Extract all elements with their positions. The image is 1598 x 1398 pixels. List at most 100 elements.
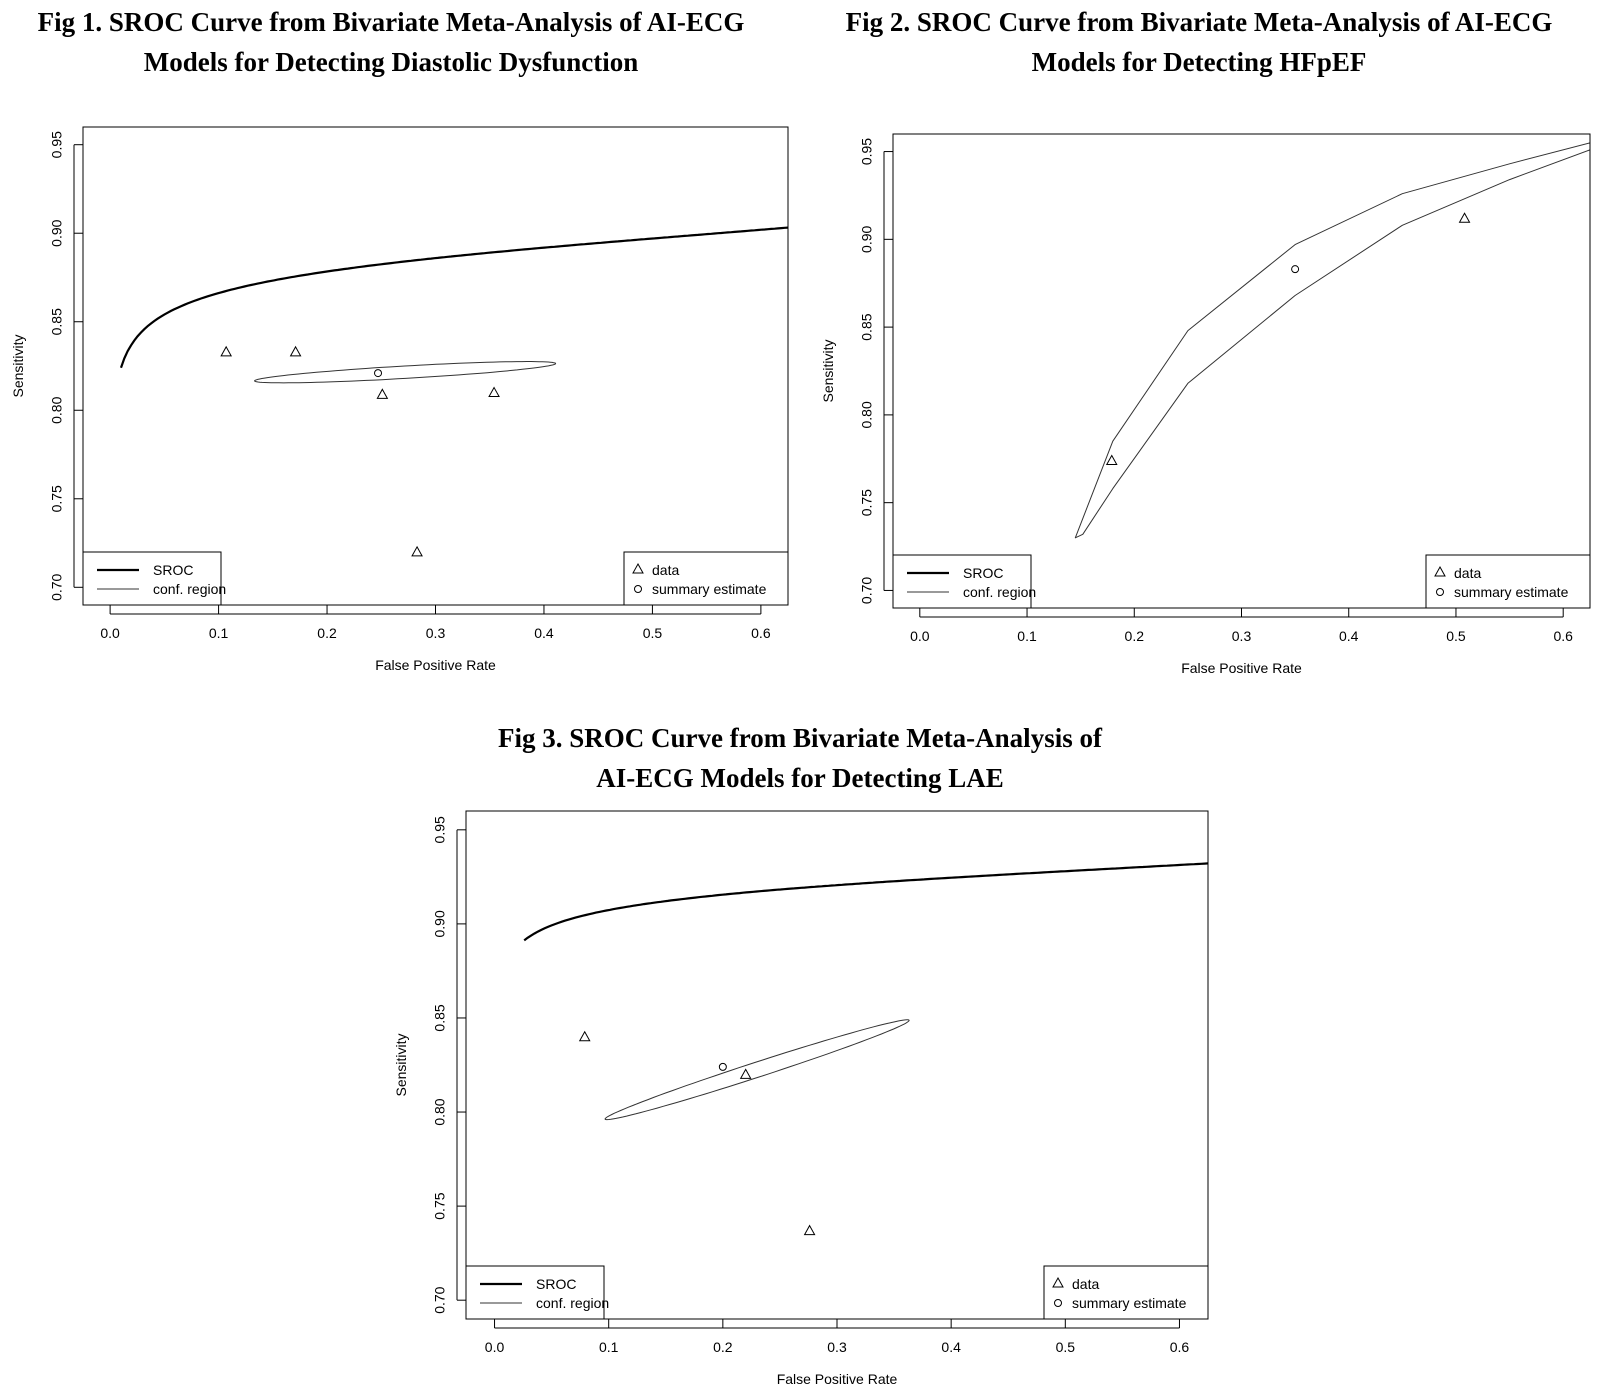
fig1-plot-area [119,226,788,557]
fig1-data-point [411,545,423,557]
fig3-y-tick-label: 0.80 [432,1098,448,1125]
fig2-legend-data-symbol [1434,565,1446,577]
fig3-x-tick-label: 0.6 [1170,1339,1190,1355]
fig2-legend-conf-label: conf. region [963,584,1036,600]
fig2-x-tick-label: 0.6 [1553,628,1573,644]
fig1-conf-region [254,361,557,384]
fig3-title-line2: AI-ECG Models for Detecting LAE [596,763,1004,793]
fig2-x-tick-label: 0.2 [1125,628,1145,644]
fig1-data-point [488,386,500,398]
fig3-x-tick-label: 0.0 [485,1339,505,1355]
fig1-title: Fig 1. SROC Curve from Bivariate Meta-An… [0,2,782,82]
fig3-x-axis-label: False Positive Rate [777,1371,898,1387]
fig2-y-axis-label: Sensitivity [820,339,836,402]
fig3-x-tick-label: 0.1 [599,1339,619,1355]
fig2-x-tick-label: 0.5 [1446,628,1466,644]
fig3-y-tick-label: 0.85 [432,1004,448,1031]
fig3-plot-area [523,862,1208,1236]
fig1-y-tick-label: 0.90 [49,219,65,246]
fig2-data-point [1105,454,1118,466]
fig3-conf-region [604,1019,910,1121]
fig1-x-tick-label: 0.0 [100,625,120,641]
fig2-title: Fig 2. SROC Curve from Bivariate Meta-An… [808,2,1590,82]
fig3-title: Fig 3. SROC Curve from Bivariate Meta-An… [400,718,1200,798]
fig2-legend-summary-symbol [1436,588,1444,596]
fig2-plot-frame [892,133,1591,609]
fig2-data-point [1458,212,1471,223]
fig3-summary-point [718,1062,727,1071]
fig3-sroc-curve [523,862,1208,942]
fig2-title-line2: Models for Detecting HFpEF [1031,47,1367,77]
fig2-y-tick-label: 0.80 [859,401,875,428]
fig2-x-tick-label: 0.3 [1232,628,1252,644]
fig2-legend-sroc-label: SROC [963,565,1003,581]
fig2-legend-left [892,554,1032,609]
fig1-legend-data-symbol [632,562,644,574]
fig3-legend-summary-symbol [1054,1299,1062,1307]
fig3-y-tick-label: 0.75 [432,1192,448,1219]
fig1-x-tick-label: 0.1 [209,625,229,641]
fig1-legend-conf-label: conf. region [153,581,226,597]
fig2-x-tick-label: 0.4 [1339,628,1359,644]
fig3-data-point [578,1030,591,1042]
fig3-x-tick-label: 0.4 [941,1339,961,1355]
fig2-x-tick-label: 0.0 [910,628,930,644]
fig1-legend-summary-symbol [634,585,642,593]
fig3-y-tick-label: 0.70 [432,1286,448,1313]
fig1-legend-data-label: data [652,562,679,578]
fig1-y-tick-label: 0.95 [49,131,65,158]
fig2-conf-region [1074,142,1590,539]
fig1-legend-right [623,551,789,606]
fig2-legend-summary-label: summary estimate [1454,584,1569,600]
fig1-legend-sroc-label: SROC [153,562,193,578]
fig2-legend-data-label: data [1454,565,1481,581]
fig1-data-point [376,388,389,399]
fig3-y-tick-label: 0.90 [432,910,448,937]
fig1-title-line1: Fig 1. SROC Curve from Bivariate Meta-An… [37,7,745,37]
fig1-chart: 0.0 0.1 0.2 0.3 0.4 0.5 0.6 0.70 0.75 0.80 0.85 0.9… [10,126,789,673]
fig3-x-tick-label: 0.2 [713,1339,733,1355]
fig2-y-tick-label: 0.70 [859,577,875,604]
fig1-sroc-curve [119,226,788,369]
fig2-chart: 0.0 0.1 0.2 0.3 0.4 0.5 0.6 0.70 0.75 0.80 0.85 0.9… [820,133,1591,676]
fig1-x-tick-label: 0.4 [534,625,554,641]
fig3-legend-data-symbol [1052,1276,1064,1288]
fig3-data-point [739,1068,752,1079]
fig3-title-line1: Fig 3. SROC Curve from Bivariate Meta-An… [498,723,1102,753]
fig3-legend-summary-label: summary estimate [1072,1295,1187,1311]
fig2-y-tick-label: 0.75 [859,489,875,516]
fig3-y-tick-label: 0.95 [432,816,448,843]
fig3-y-axis-label: Sensitivity [393,1033,409,1096]
fig2-plot-area [1074,142,1590,539]
fig2-x-axis-label: False Positive Rate [1181,660,1302,676]
fig3-x-tick-label: 0.3 [827,1339,847,1355]
fig1-y-axis-label: Sensitivity [10,334,26,397]
fig1-plot-frame [82,126,789,606]
fig3-legend-sroc-label: SROC [536,1276,576,1292]
fig1-legend-left [82,551,222,606]
fig1-y-tick-label: 0.85 [49,308,65,335]
fig1-summary-point [374,369,383,378]
fig1-y-tick-label: 0.80 [49,396,65,423]
fig1-data-point [289,345,302,357]
fig3-legend-conf-label: conf. region [536,1295,609,1311]
fig1-y-tick-label: 0.75 [49,485,65,512]
fig1-x-tick-label: 0.5 [643,625,663,641]
fig3-legend-right [1043,1265,1209,1320]
fig1-y-tick-label: 0.70 [49,573,65,600]
fig3-x-tick-label: 0.5 [1056,1339,1076,1355]
fig1-data-point [220,345,233,357]
fig1-legend-summary-label: summary estimate [652,581,767,597]
fig2-y-tick-label: 0.95 [859,138,875,165]
fig3-legend-left [465,1265,605,1320]
fig2-y-tick-label: 0.90 [859,225,875,252]
fig1-x-tick-label: 0.2 [317,625,337,641]
fig1-x-tick-label: 0.6 [751,625,771,641]
fig2-summary-point [1291,265,1300,274]
fig2-title-line1: Fig 2. SROC Curve from Bivariate Meta-An… [845,7,1553,37]
fig3-data-point [803,1224,816,1236]
fig1-x-axis-label: False Positive Rate [375,657,496,673]
fig3-plot-frame [465,810,1209,1320]
fig2-x-tick-label: 0.1 [1017,628,1037,644]
